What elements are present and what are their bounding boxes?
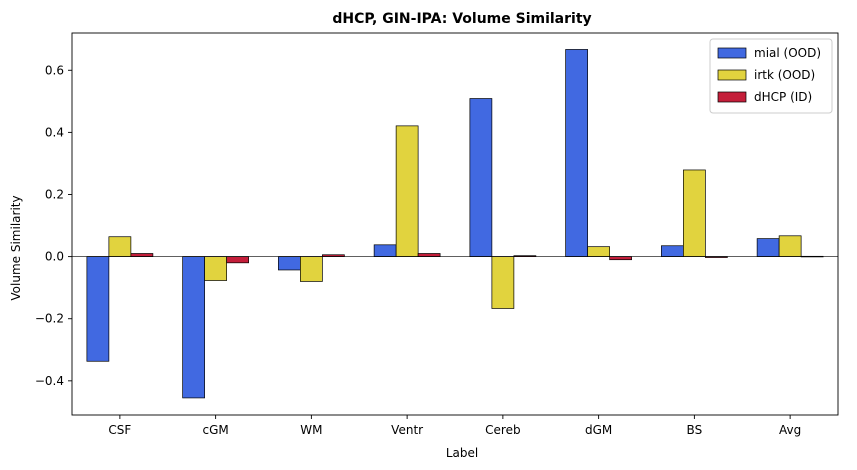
bar-1-cGM	[182, 256, 205, 399]
bar-1-dGM	[565, 49, 588, 257]
bar-1-Cereb	[469, 98, 493, 257]
y-tick-label: 0.6	[45, 63, 64, 77]
x-tick-label: Ventr	[391, 423, 423, 437]
bar-2-Ventr	[395, 125, 419, 257]
legend-swatch	[717, 47, 747, 59]
chart-title: dHCP, GIN-IPA: Volume Similarity	[332, 11, 591, 27]
x-tick-label: BS	[687, 423, 703, 437]
x-tick-label: Cereb	[485, 423, 520, 437]
bar-1-Ventr	[373, 244, 397, 257]
bar-3-CSF	[130, 253, 154, 257]
x-tick-label: dGM	[585, 423, 612, 437]
x-tick-label: cGM	[203, 423, 229, 437]
bar-2-WM	[300, 256, 323, 282]
bar-2-Cereb	[491, 256, 515, 309]
bar-2-dGM	[587, 246, 610, 257]
bar-1-BS	[661, 245, 684, 257]
plot-area: −0.4 −0.2 0.0 0.2 0.4 0.6	[35, 32, 839, 419]
plot-frame	[71, 32, 839, 416]
bar-3-cGM	[226, 256, 249, 264]
legend-label: dHCP (ID)	[754, 90, 812, 104]
bar-1-CSF	[86, 256, 110, 362]
bar-2-CSF	[108, 236, 132, 257]
y-axis-label: Volume Similarity	[9, 195, 23, 300]
legend: mial (OOD) irtk (OOD) dHCP (ID)	[709, 38, 833, 114]
y-tick-label: 0.4	[45, 125, 64, 139]
y-tick-label: 0.0	[45, 250, 64, 264]
legend-label: mial (OOD)	[754, 46, 821, 60]
legend-label: irtk (OOD)	[754, 68, 815, 82]
bar-2-cGM	[204, 256, 227, 281]
bar-2-Avg	[778, 235, 802, 257]
bar-1-Avg	[756, 238, 780, 257]
x-tick-label: Avg	[779, 423, 801, 437]
bar-1-WM	[278, 256, 301, 271]
x-tick-label: CSF	[108, 423, 131, 437]
y-tick-label: −0.4	[35, 374, 64, 388]
legend-swatch	[717, 69, 747, 81]
y-tick-label: −0.2	[35, 312, 64, 326]
bar-3-Ventr	[417, 253, 441, 257]
legend-swatch	[717, 91, 747, 103]
bar-2-BS	[683, 169, 706, 257]
bar-3-dGM	[609, 256, 632, 261]
x-tick-label: WM	[300, 423, 322, 437]
y-tick-label: 0.2	[45, 187, 64, 201]
x-axis-label: Label	[446, 446, 478, 460]
